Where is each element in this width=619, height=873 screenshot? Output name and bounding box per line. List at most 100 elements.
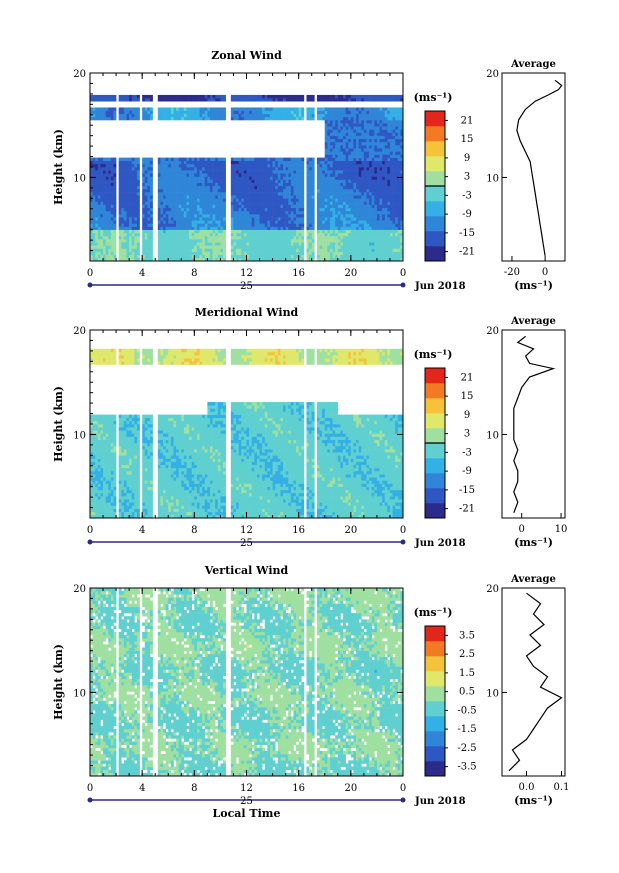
heatmap-cell: [100, 255, 103, 258]
heatmap-cell: [359, 117, 362, 120]
heatmap-cell: [202, 170, 205, 173]
heatmap-cell: [127, 248, 130, 251]
heatmap-cell: [374, 220, 377, 223]
heatmap-cell: [361, 242, 364, 245]
heatmap-cell: [309, 252, 312, 255]
heatmap-cell: [124, 176, 127, 179]
heatmap-cell: [356, 236, 359, 239]
heatmap-cell: [147, 117, 150, 120]
heatmap-cell: [333, 195, 336, 198]
heatmap-cell: [171, 111, 174, 114]
heatmap-cell: [205, 107, 208, 110]
heatmap-cell: [192, 245, 195, 248]
heatmap-cell: [322, 161, 325, 164]
heatmap-cell: [353, 107, 356, 110]
heatmap-cell: [213, 183, 216, 186]
heatmap-cell: [343, 173, 346, 176]
heatmap-cell: [171, 183, 174, 186]
heatmap-cell: [338, 205, 341, 208]
heatmap-cell: [393, 139, 396, 142]
heatmap-cell: [194, 223, 197, 226]
heatmap-cell: [231, 223, 234, 226]
heatmap-cell: [325, 176, 328, 179]
heatmap-cell: [93, 446, 96, 449]
heatmap-cell: [343, 233, 346, 236]
heatmap-cell: [265, 114, 268, 117]
heatmap-cell: [134, 230, 137, 233]
heatmap-cell: [119, 107, 122, 110]
heatmap-cell: [160, 170, 163, 173]
heatmap-cell: [393, 230, 396, 233]
x-tick-label: 0: [400, 268, 406, 279]
heatmap-cell: [163, 180, 166, 183]
heatmap-cell: [325, 214, 328, 217]
heatmap-cell: [127, 170, 130, 173]
heatmap-cell: [398, 245, 401, 248]
heatmap-cell: [220, 180, 223, 183]
heatmap-cell: [108, 255, 111, 258]
heatmap-cell: [231, 201, 234, 204]
heatmap-cell: [309, 227, 312, 230]
heatmap-cell: [95, 173, 98, 176]
heatmap-cell: [338, 227, 341, 230]
heatmap-cell: [93, 95, 96, 98]
heatmap-cell: [338, 114, 341, 117]
heatmap-cell: [366, 142, 369, 145]
heatmap-cell: [320, 186, 323, 189]
heatmap-cell: [312, 227, 315, 230]
heatmap-cell: [387, 211, 390, 214]
heatmap-cell: [325, 114, 328, 117]
heatmap-cell: [288, 245, 291, 248]
heatmap-cell: [393, 252, 396, 255]
heatmap-cell: [254, 111, 257, 114]
heatmap-cell: [330, 239, 333, 242]
heatmap-cell: [184, 211, 187, 214]
heatmap-cell: [220, 198, 223, 201]
heatmap-cell: [338, 183, 341, 186]
heatmap-cell: [108, 236, 111, 239]
heatmap-cell: [293, 208, 296, 211]
heatmap-cell: [168, 248, 171, 251]
heatmap-cell: [335, 120, 338, 123]
heatmap-cell: [393, 201, 396, 204]
heatmap-cell: [390, 126, 393, 129]
heatmap-cell: [254, 248, 257, 251]
heatmap-cell: [150, 201, 153, 204]
heatmap-cell: [98, 107, 101, 110]
heatmap-cell: [98, 189, 101, 192]
heatmap-cell: [223, 95, 226, 98]
heatmap-cell: [262, 114, 265, 117]
heatmap-cell: [351, 230, 354, 233]
heatmap-cell: [241, 111, 244, 114]
heatmap-cell: [119, 186, 122, 189]
heatmap-cell: [220, 211, 223, 214]
heatmap-cell: [330, 151, 333, 154]
heatmap-cell: [129, 192, 132, 195]
heatmap-cell: [372, 136, 375, 139]
heatmap-cell: [335, 223, 338, 226]
heatmap-cell: [168, 107, 171, 110]
heatmap-cell: [215, 95, 218, 98]
heatmap-cell: [372, 205, 375, 208]
heatmap-cell: [127, 245, 130, 248]
heatmap-cell: [129, 233, 132, 236]
heatmap-cell: [181, 205, 184, 208]
heatmap-cell: [247, 158, 250, 161]
heatmap-cell: [113, 205, 116, 208]
heatmap-cell: [382, 252, 385, 255]
heatmap-cell: [95, 418, 98, 421]
heatmap-cell: [111, 192, 114, 195]
heatmap-cell: [215, 223, 218, 226]
heatmap-cell: [176, 236, 179, 239]
heatmap-cell: [166, 217, 169, 220]
heatmap-cell: [171, 211, 174, 214]
heatmap-cell: [192, 223, 195, 226]
heatmap-cell: [387, 139, 390, 142]
heatmap-cell: [338, 201, 341, 204]
heatmap-cell: [317, 195, 320, 198]
heatmap-cell: [158, 214, 161, 217]
heatmap-cell: [197, 198, 200, 201]
heatmap-cell: [387, 220, 390, 223]
heatmap-cell: [364, 239, 367, 242]
heatmap-cell: [247, 211, 250, 214]
